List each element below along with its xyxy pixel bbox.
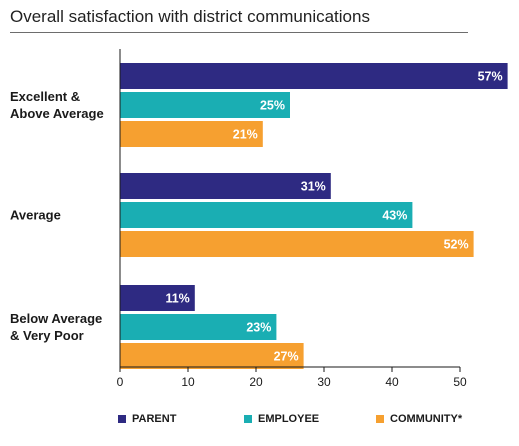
bar-parent-3 (120, 285, 195, 311)
chart-title: Overall satisfaction with district commu… (10, 7, 370, 26)
legend-swatch-parent (118, 415, 126, 423)
title-divider (10, 32, 468, 33)
bar-community-2 (120, 231, 474, 257)
legend-swatch-employee (244, 415, 252, 423)
legend-item-parent: PARENT (118, 413, 244, 425)
legend-label-community: COMMUNITY* (390, 413, 463, 425)
bar-chart: 57% 25% 21% Excellent & Above Average 31% 43% 5… (10, 49, 508, 389)
bar-label-employee-2: 43% (382, 209, 407, 223)
category-label-1-line-2: Above Average (10, 106, 104, 121)
x-tick-label-20: 20 (249, 375, 263, 389)
legend-item-employee: EMPLOYEE (244, 413, 376, 425)
bar-label-community-1: 21% (233, 128, 258, 142)
legend: PARENT EMPLOYEE COMMUNITY* (118, 413, 496, 425)
bar-label-employee-3: 23% (246, 321, 271, 335)
bar-employee-3 (120, 314, 277, 340)
bar-employee-2 (120, 202, 413, 228)
bar-parent-1 (120, 63, 508, 89)
legend-swatch-community (376, 415, 384, 423)
x-tick-label-0: 0 (117, 375, 124, 389)
bar-label-employee-1: 25% (260, 99, 285, 113)
bar-parent-2 (120, 173, 331, 199)
bar-community-1 (120, 121, 263, 147)
x-tick-label-50: 50 (453, 375, 467, 389)
bar-label-community-2: 52% (444, 238, 469, 252)
legend-item-community: COMMUNITY* (376, 413, 496, 425)
x-tick-label-30: 30 (317, 375, 331, 389)
legend-label-employee: EMPLOYEE (258, 413, 320, 425)
category-label-2-line-1: Average (10, 208, 61, 223)
category-label-3-line-1: Below Average (10, 311, 102, 326)
x-tick-label-10: 10 (181, 375, 195, 389)
category-label-3-line-2: & Very Poor (10, 328, 84, 343)
legend-label-parent: PARENT (132, 413, 177, 425)
x-tick-label-40: 40 (385, 375, 399, 389)
bar-community-3 (120, 343, 304, 369)
bar-label-parent-1: 57% (478, 70, 503, 84)
category-label-1-line-1: Excellent & (10, 89, 80, 104)
bar-label-parent-2: 31% (301, 180, 326, 194)
bar-employee-1 (120, 92, 290, 118)
bar-label-parent-3: 11% (165, 292, 189, 306)
bar-label-community-3: 27% (274, 350, 299, 364)
